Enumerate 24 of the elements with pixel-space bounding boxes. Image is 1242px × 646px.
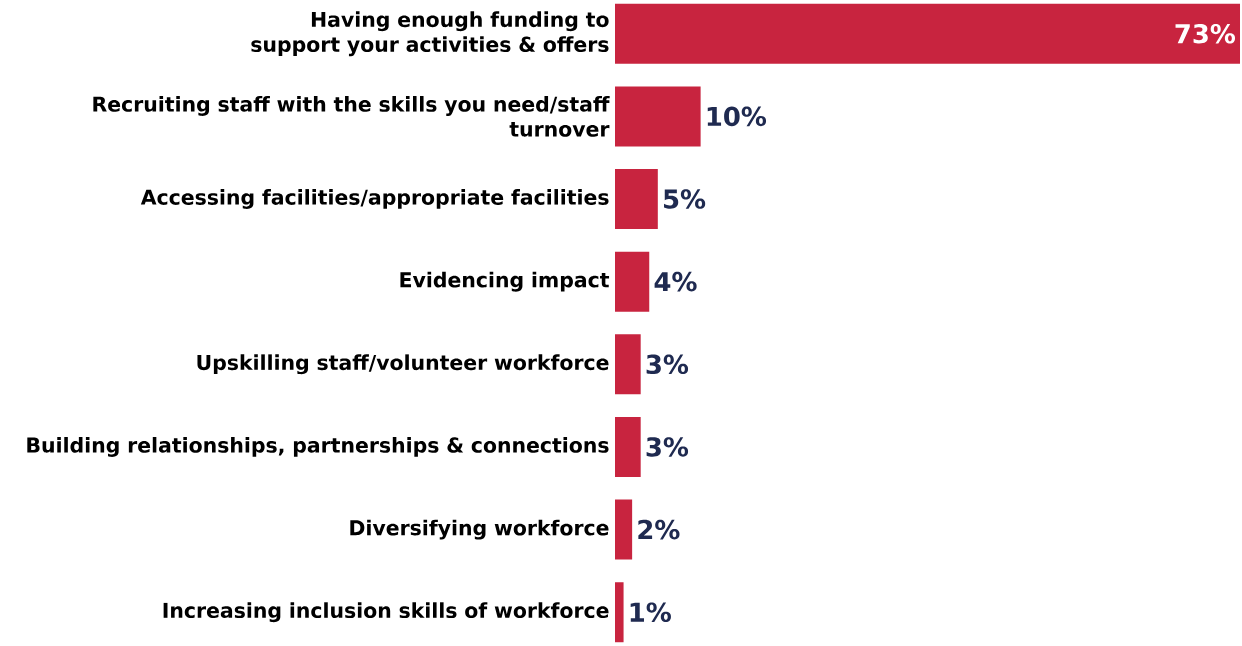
y-tick-label: Increasing inclusion skills of workforce	[163, 602, 609, 623]
y-tick-label: Building relationships, partnerships & connections	[27, 436, 609, 457]
bar	[615, 3, 1241, 64]
data-label: 1%	[630, 602, 671, 623]
bar	[615, 334, 641, 395]
data-label: 73%	[1175, 23, 1236, 44]
y-tick-label: Evidencing impact	[400, 271, 610, 292]
data-label: 4%	[654, 271, 697, 292]
bar	[615, 582, 624, 643]
data-label: 5%	[664, 189, 706, 209]
bar	[615, 416, 641, 477]
y-tick-label: Upskilling staff/volunteer workforce	[197, 354, 609, 375]
y-tick-label: Recruiting staff with the skills you need/staff turnover	[93, 96, 610, 137]
y-tick-label: Accessing facilities/appropriate facilities	[140, 189, 609, 209]
bar	[615, 86, 701, 147]
data-label: 3%	[646, 437, 689, 457]
bar	[615, 499, 633, 560]
y-tick-label: Having enough funding to support your activities & offers	[251, 11, 609, 57]
bar	[615, 251, 650, 312]
y-tick-label: Diversifying workforce	[350, 519, 609, 540]
data-label: 2%	[638, 519, 680, 540]
data-label: 10%	[707, 106, 767, 127]
bar	[615, 169, 658, 230]
data-label: 3%	[646, 354, 689, 375]
